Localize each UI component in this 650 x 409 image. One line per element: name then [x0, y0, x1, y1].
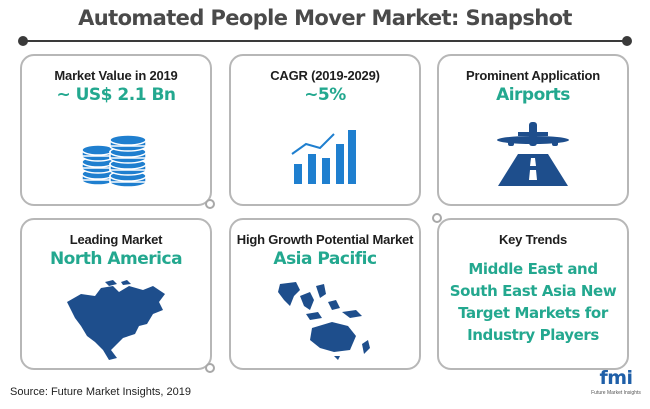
bar-chart-icon — [231, 126, 419, 186]
application-label: Prominent Application — [466, 68, 600, 83]
logo-text: fmi — [599, 367, 633, 389]
connector-knob — [432, 213, 442, 223]
leading-market-value: North America — [49, 249, 183, 269]
airplane-runway-icon — [439, 118, 627, 188]
market-value-label: Market Value in 2019 — [54, 68, 178, 83]
card-market-value: Market Value in 2019 ~ US$ 2.1 Bn — [20, 54, 212, 206]
card-leading-market: Leading Market North America — [20, 218, 212, 370]
north-america-map-icon — [22, 280, 210, 362]
card-growth-market: High Growth Potential Market Asia Pacifi… — [229, 218, 421, 370]
cagr-value: ~5% — [304, 85, 346, 105]
connector-knob — [205, 363, 215, 373]
card-cagr: CAGR (2019-2029) ~5% — [229, 54, 421, 206]
logo-subtext: Future Market Insights — [591, 390, 641, 396]
card-application: Prominent Application Airports — [437, 54, 629, 206]
divider-dot-left — [18, 36, 28, 46]
fmi-logo: fmi Future Market Insights — [586, 366, 646, 406]
growth-market-label: High Growth Potential Market — [236, 232, 414, 247]
cagr-label: CAGR (2019-2029) — [270, 68, 380, 83]
leading-market-label: Leading Market — [69, 232, 163, 247]
key-trends-label: Key Trends — [498, 232, 568, 247]
key-trends-value: Middle East and South East Asia New Targ… — [449, 260, 617, 344]
divider-dot-right — [622, 36, 632, 46]
growth-market-value: Asia Pacific — [273, 249, 377, 269]
application-value: Airports — [496, 85, 570, 105]
asia-pacific-map-icon — [231, 278, 419, 362]
market-value-value: ~ US$ 2.1 Bn — [56, 85, 176, 105]
title-divider — [22, 40, 626, 42]
source-note: Source: Future Market Insights, 2019 — [10, 386, 191, 398]
connector-knob — [205, 199, 215, 209]
coin-stack-icon — [22, 128, 210, 188]
card-key-trends: Key Trends Middle East and South East As… — [437, 218, 629, 370]
page-title: Automated People Mover Market: Snapshot — [78, 6, 572, 30]
